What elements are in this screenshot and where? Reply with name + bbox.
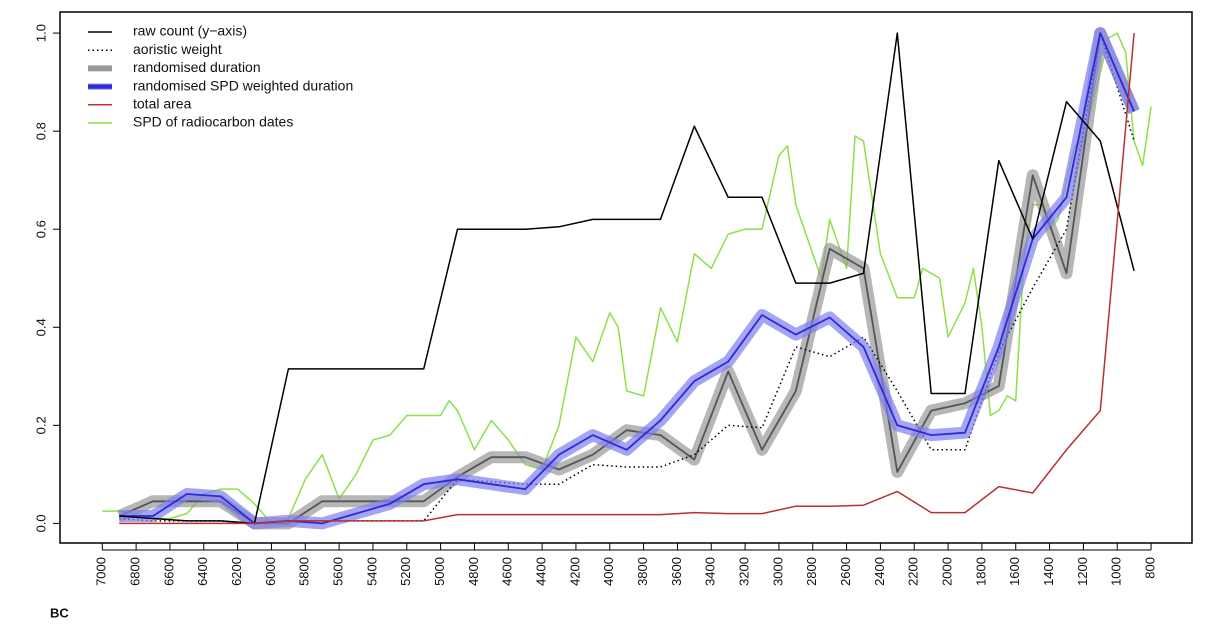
x-tick-label: 6400 <box>195 557 210 586</box>
y-tick-label: 0.0 <box>33 514 48 532</box>
x-tick-label: 2800 <box>804 557 819 586</box>
x-tick-label: 3400 <box>703 557 718 586</box>
series-line <box>119 32 1135 525</box>
x-tick-label: 4000 <box>601 557 616 586</box>
legend-label: randomised duration <box>133 59 261 75</box>
legend-label: raw count (y−axis) <box>133 23 247 39</box>
series-line <box>119 32 1135 525</box>
x-tick-label: 7000 <box>94 557 109 586</box>
x-tick-label: 1200 <box>1075 557 1090 586</box>
x-axis-label: BC <box>50 605 69 620</box>
legend-label: total area <box>133 96 192 112</box>
x-tick-label: 5200 <box>398 557 413 586</box>
x-tick-label: 5600 <box>331 557 346 586</box>
x-tick-label: 6200 <box>229 557 244 586</box>
x-tick-label: 800 <box>1143 557 1158 579</box>
legend-label: aoristic weight <box>133 41 222 57</box>
y-tick-label: 1.0 <box>33 24 48 42</box>
y-tick-label: 0.8 <box>33 122 48 140</box>
x-tick-label: 1400 <box>1041 557 1056 586</box>
x-tick-label: 6600 <box>161 557 176 586</box>
x-tick-label: 5400 <box>364 557 379 586</box>
x-tick-label: 2200 <box>906 557 921 586</box>
x-tick-label: 2400 <box>872 557 887 586</box>
x-tick-label: 2000 <box>940 557 955 586</box>
x-tick-label: 6000 <box>263 557 278 586</box>
y-tick-label: 0.6 <box>33 220 48 238</box>
x-tick-label: 3000 <box>770 557 785 586</box>
series-line <box>119 33 1135 525</box>
x-tick-label: 1800 <box>973 557 988 586</box>
x-tick-label: 2600 <box>838 557 853 586</box>
x-tick-label: 4600 <box>500 557 515 586</box>
legend-label: SPD of radiocarbon dates <box>133 114 293 130</box>
legend: raw count (y−axis) aoristic weight randomi… <box>88 23 353 130</box>
legend-label: randomised SPD weighted duration <box>133 77 353 93</box>
y-tick-label: 0.4 <box>33 318 48 336</box>
y-tick-label: 0.2 <box>33 416 48 434</box>
x-tick-label: 3200 <box>737 557 752 586</box>
x-tick-label: 4400 <box>534 557 549 586</box>
x-tick-label: 3800 <box>635 557 650 586</box>
x-tick-label: 6800 <box>128 557 143 586</box>
x-tick-label: 4200 <box>567 557 582 586</box>
x-tick-label: 5000 <box>432 557 447 586</box>
x-tick-label: 1600 <box>1007 557 1022 586</box>
x-tick-label: 5800 <box>297 557 312 586</box>
x-tick-label: 4800 <box>466 557 481 586</box>
plot-frame <box>59 11 1193 544</box>
x-tick-label: 3600 <box>669 557 684 586</box>
x-tick-label: 1000 <box>1109 557 1124 586</box>
